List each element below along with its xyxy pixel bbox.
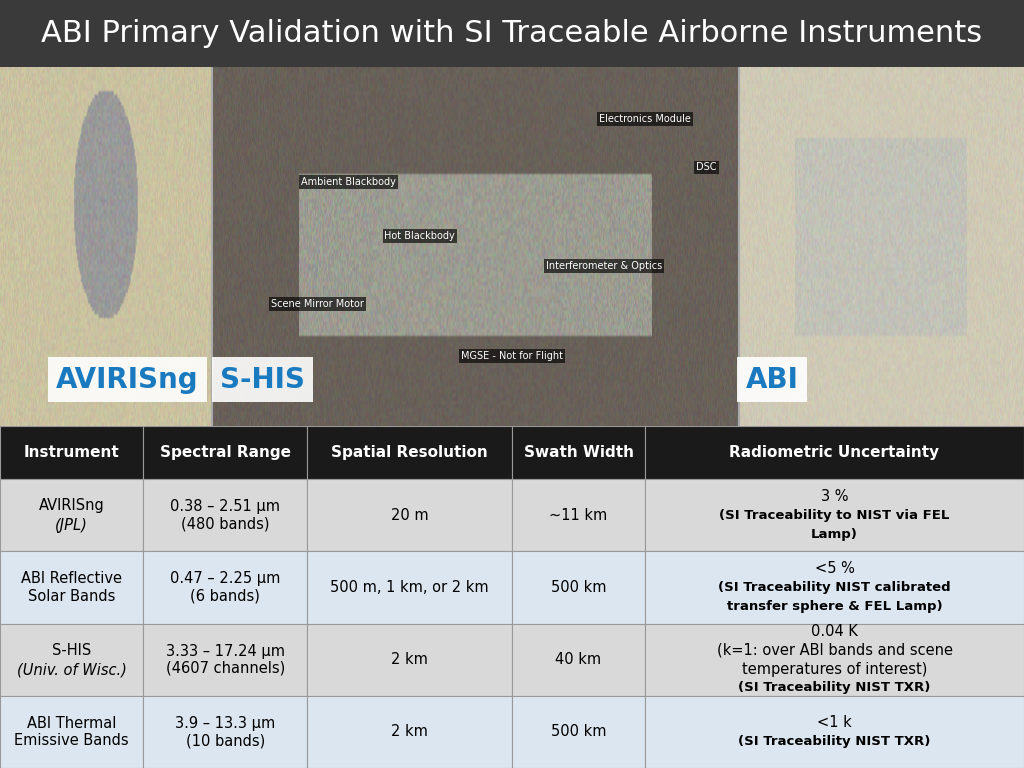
FancyBboxPatch shape <box>512 696 645 768</box>
Text: temperatures of interest): temperatures of interest) <box>741 661 928 677</box>
Text: ~11 km: ~11 km <box>550 508 607 523</box>
Text: MGSE - Not for Flight: MGSE - Not for Flight <box>461 351 563 361</box>
Text: Spatial Resolution: Spatial Resolution <box>331 445 488 460</box>
FancyBboxPatch shape <box>307 696 512 768</box>
Text: Ambient Blackbody: Ambient Blackbody <box>301 177 395 187</box>
FancyBboxPatch shape <box>512 426 645 479</box>
FancyBboxPatch shape <box>645 551 1024 624</box>
Text: S-HIS: S-HIS <box>220 366 305 393</box>
Text: <1 k: <1 k <box>817 715 852 730</box>
Text: (SI Traceability to NIST via FEL: (SI Traceability to NIST via FEL <box>720 509 949 521</box>
FancyBboxPatch shape <box>307 479 512 551</box>
Text: Radiometric Uncertainty: Radiometric Uncertainty <box>729 445 940 460</box>
Text: 500 m, 1 km, or 2 km: 500 m, 1 km, or 2 km <box>331 580 488 595</box>
FancyBboxPatch shape <box>645 479 1024 551</box>
Text: 3 %: 3 % <box>821 489 848 504</box>
Text: Interferometer & Optics: Interferometer & Optics <box>546 261 663 271</box>
Text: 3.33 – 17.24 μm
(4607 channels): 3.33 – 17.24 μm (4607 channels) <box>166 644 285 676</box>
Text: 2 km: 2 km <box>391 724 428 740</box>
FancyBboxPatch shape <box>512 624 645 696</box>
Text: (Univ. of Wisc.): (Univ. of Wisc.) <box>16 663 127 677</box>
Text: Instrument: Instrument <box>24 445 120 460</box>
Text: Spectral Range: Spectral Range <box>160 445 291 460</box>
FancyBboxPatch shape <box>143 696 307 768</box>
Text: ABI: ABI <box>745 366 799 393</box>
FancyBboxPatch shape <box>512 479 645 551</box>
Text: 0.04 K: 0.04 K <box>811 624 858 639</box>
Text: 3.9 – 13.3 μm
(10 bands): 3.9 – 13.3 μm (10 bands) <box>175 716 275 748</box>
Text: 500 km: 500 km <box>551 724 606 740</box>
FancyBboxPatch shape <box>307 624 512 696</box>
Text: Electronics Module: Electronics Module <box>599 114 691 124</box>
FancyBboxPatch shape <box>307 551 512 624</box>
FancyBboxPatch shape <box>0 426 143 479</box>
Text: 0.47 – 2.25 μm
(6 bands): 0.47 – 2.25 μm (6 bands) <box>170 571 281 604</box>
Text: AVIRISng: AVIRISng <box>56 366 199 393</box>
Text: ABI Reflective
Solar Bands: ABI Reflective Solar Bands <box>22 571 122 604</box>
FancyBboxPatch shape <box>143 624 307 696</box>
Text: ABI Primary Validation with SI Traceable Airborne Instruments: ABI Primary Validation with SI Traceable… <box>41 19 983 48</box>
Text: Scene Mirror Motor: Scene Mirror Motor <box>271 299 364 309</box>
Text: <5 %: <5 % <box>815 561 854 576</box>
FancyBboxPatch shape <box>0 696 143 768</box>
Text: (SI Traceability NIST calibrated: (SI Traceability NIST calibrated <box>718 581 951 594</box>
Text: AVIRISng: AVIRISng <box>39 498 104 513</box>
Text: 20 m: 20 m <box>391 508 428 523</box>
FancyBboxPatch shape <box>143 551 307 624</box>
FancyBboxPatch shape <box>0 624 143 696</box>
Text: transfer sphere & FEL Lamp): transfer sphere & FEL Lamp) <box>727 600 942 613</box>
Text: 500 km: 500 km <box>551 580 606 595</box>
Text: (SI Traceability NIST TXR): (SI Traceability NIST TXR) <box>738 681 931 694</box>
Text: ABI Thermal
Emissive Bands: ABI Thermal Emissive Bands <box>14 716 129 748</box>
Text: 40 km: 40 km <box>555 652 602 667</box>
Text: DSC: DSC <box>696 163 717 173</box>
FancyBboxPatch shape <box>0 479 143 551</box>
Text: (SI Traceability NIST TXR): (SI Traceability NIST TXR) <box>738 735 931 748</box>
Text: Lamp): Lamp) <box>811 528 858 541</box>
FancyBboxPatch shape <box>645 624 1024 696</box>
FancyBboxPatch shape <box>0 551 143 624</box>
FancyBboxPatch shape <box>307 426 512 479</box>
FancyBboxPatch shape <box>645 426 1024 479</box>
Text: (k=1: over ABI bands and scene: (k=1: over ABI bands and scene <box>717 643 952 658</box>
FancyBboxPatch shape <box>143 479 307 551</box>
Text: (JPL): (JPL) <box>55 518 88 533</box>
FancyBboxPatch shape <box>645 696 1024 768</box>
Text: 0.38 – 2.51 μm
(480 bands): 0.38 – 2.51 μm (480 bands) <box>170 499 281 531</box>
Text: 2 km: 2 km <box>391 652 428 667</box>
Text: Hot Blackbody: Hot Blackbody <box>384 230 456 240</box>
Text: S-HIS: S-HIS <box>52 643 91 657</box>
Text: Swath Width: Swath Width <box>523 445 634 460</box>
FancyBboxPatch shape <box>143 426 307 479</box>
FancyBboxPatch shape <box>512 551 645 624</box>
